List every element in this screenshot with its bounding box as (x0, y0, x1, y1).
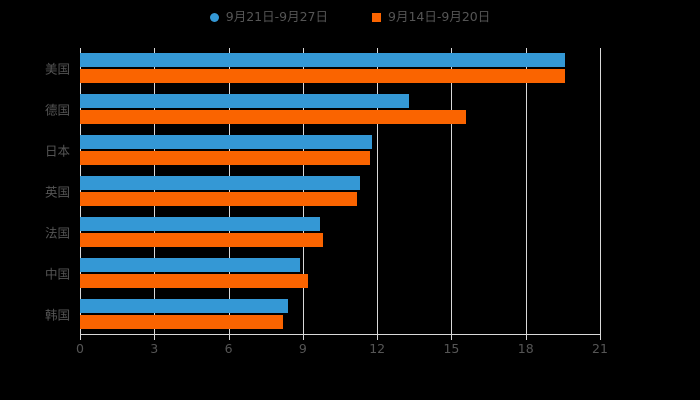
legend-label-series-1: 9月21日-9月27日 (225, 8, 328, 24)
x-axis-tick (451, 335, 453, 340)
legend-item-series-2[interactable]: 9月14日-9月20日 (372, 8, 491, 24)
x-axis-tick-label: 9 (298, 341, 307, 356)
x-axis-tick (228, 335, 230, 340)
x-axis-tick (80, 335, 81, 340)
legend-label-series-2: 9月14日-9月20日 (388, 8, 491, 24)
gridline (525, 48, 527, 334)
y-axis-category-label: 美国 (44, 61, 70, 77)
gridline (377, 48, 379, 334)
y-axis-category-label: 韩国 (44, 307, 70, 323)
x-axis-tick-label: 3 (150, 341, 159, 356)
x-axis-tick-label: 12 (369, 341, 386, 356)
gridline (451, 48, 453, 334)
gridline (154, 48, 156, 334)
y-axis-line (80, 48, 81, 335)
bar-segment[interactable] (80, 192, 358, 206)
y-axis-category-label: 中国 (44, 266, 70, 282)
y-axis-category-label: 英国 (44, 184, 70, 200)
y-axis-category-label: 德国 (44, 102, 70, 118)
bar-segment[interactable] (80, 135, 373, 150)
bar-segment[interactable] (80, 314, 284, 329)
bar-segment[interactable] (80, 232, 323, 247)
bar-segment[interactable] (80, 69, 566, 84)
bar-segment[interactable] (80, 298, 288, 313)
x-axis-tick (302, 335, 304, 340)
x-axis-tick (600, 335, 601, 340)
bar-segment[interactable] (80, 94, 410, 109)
plot-area (80, 48, 600, 334)
gridline (302, 48, 304, 334)
bar-segment[interactable] (80, 176, 360, 190)
x-axis-tick-label: 21 (592, 341, 608, 356)
legend-item-series-1[interactable]: 9月21日-9月27日 (209, 8, 328, 24)
x-axis-tick (377, 335, 379, 340)
x-axis-tick-label: 6 (224, 341, 233, 356)
bar-segment[interactable] (80, 151, 370, 166)
x-axis-tick (525, 335, 527, 340)
bar-segment[interactable] (80, 110, 467, 125)
x-axis-tick-label: 18 (517, 341, 534, 356)
bar-segment[interactable] (80, 216, 321, 231)
x-axis-line (80, 334, 601, 335)
gridline (600, 48, 601, 334)
x-axis-tick (154, 335, 156, 340)
gridline (228, 48, 230, 334)
y-axis-category-label: 日本 (44, 143, 70, 159)
circle-marker-icon (209, 12, 219, 22)
x-axis-tick-label: 15 (443, 341, 460, 356)
square-marker-icon (372, 12, 381, 22)
bar-segment[interactable] (80, 273, 308, 288)
bar-segment[interactable] (80, 257, 301, 272)
x-axis-tick-label: 0 (76, 341, 84, 356)
bar-segment[interactable] (80, 53, 566, 68)
y-axis-category-label: 法国 (44, 225, 70, 241)
chart-legend: 9月21日-9月27日 9月14日-9月20日 (0, 4, 700, 30)
